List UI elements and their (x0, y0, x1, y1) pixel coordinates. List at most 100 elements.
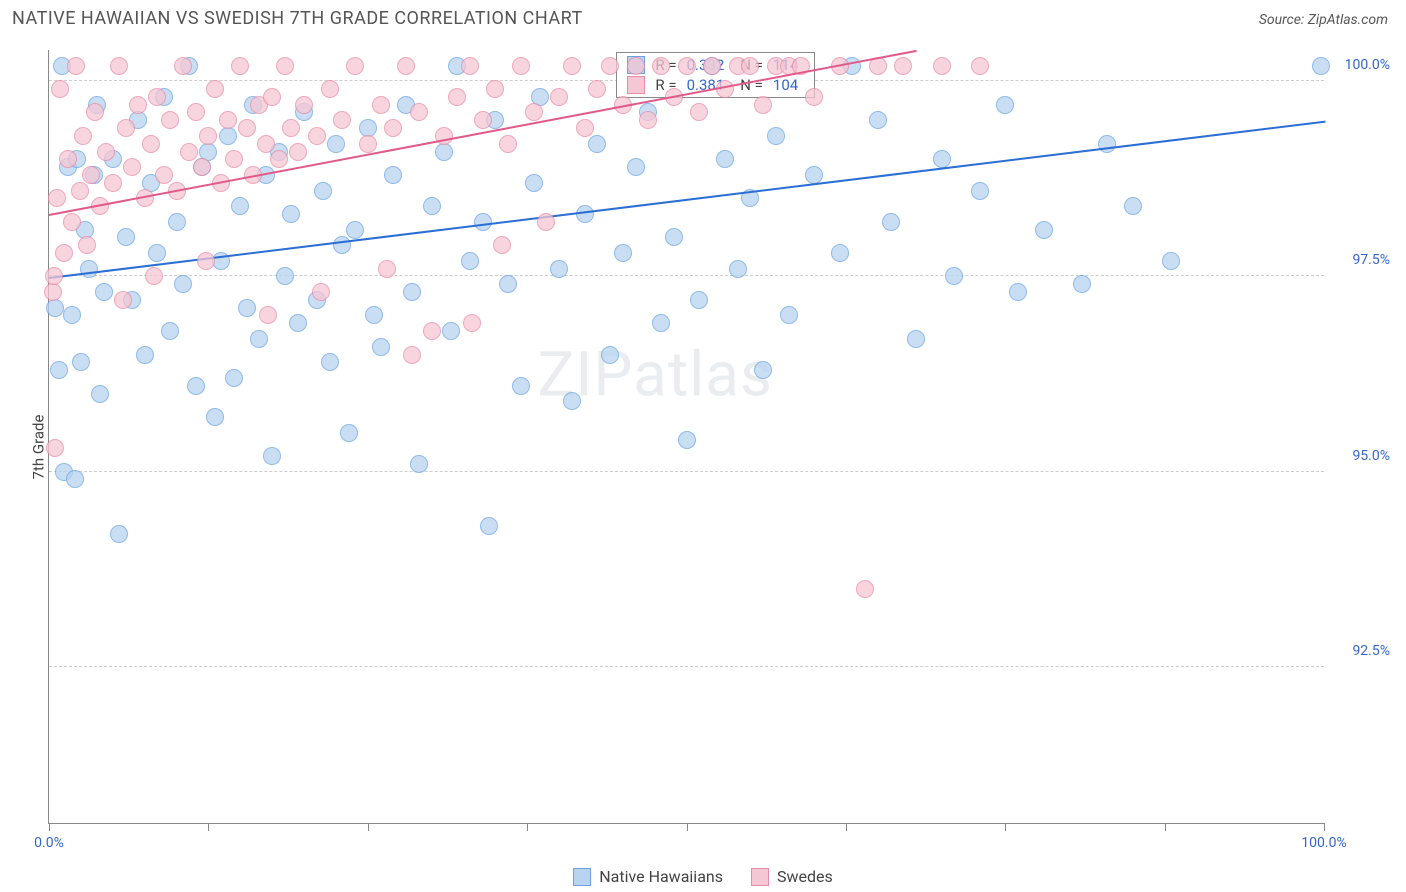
x-tick (49, 823, 50, 831)
data-point (1073, 275, 1091, 293)
data-point (71, 182, 89, 200)
data-point (652, 57, 670, 75)
data-point (384, 166, 402, 184)
data-point (907, 330, 925, 348)
data-point (63, 213, 81, 231)
legend-label: Swedes (777, 867, 833, 886)
data-point (67, 57, 85, 75)
data-point (174, 275, 192, 293)
data-point (51, 80, 69, 98)
x-tick (1324, 823, 1325, 831)
data-point (480, 517, 498, 535)
data-point (359, 135, 377, 153)
data-point (321, 80, 339, 98)
data-point (448, 88, 466, 106)
data-point (50, 361, 68, 379)
data-point (180, 143, 198, 161)
data-point (474, 111, 492, 129)
data-point (197, 252, 215, 270)
data-point (729, 260, 747, 278)
data-point (78, 236, 96, 254)
data-point (690, 291, 708, 309)
trend-line (49, 50, 917, 216)
data-point (117, 119, 135, 137)
data-point (72, 353, 90, 371)
data-point (403, 283, 421, 301)
data-point (95, 283, 113, 301)
data-point (461, 252, 479, 270)
data-point (86, 103, 104, 121)
data-point (48, 189, 66, 207)
data-point (754, 361, 772, 379)
data-point (601, 57, 619, 75)
data-point (231, 197, 249, 215)
data-point (525, 174, 543, 192)
y-tick-label: 97.5% (1352, 252, 1390, 268)
data-point (576, 119, 594, 137)
data-point (690, 103, 708, 121)
x-tick (1005, 823, 1006, 831)
data-point (136, 346, 154, 364)
data-point (703, 57, 721, 75)
data-point (123, 158, 141, 176)
data-point (155, 166, 173, 184)
data-point (894, 57, 912, 75)
data-point (678, 57, 696, 75)
data-point (856, 580, 874, 598)
data-point (270, 150, 288, 168)
data-point (754, 96, 772, 114)
data-point (1035, 221, 1053, 239)
data-point (499, 135, 517, 153)
data-point (314, 182, 332, 200)
data-point (627, 158, 645, 176)
x-tick (687, 823, 688, 831)
data-point (869, 111, 887, 129)
series-swatch (627, 76, 645, 94)
data-point (104, 174, 122, 192)
data-point (1162, 252, 1180, 270)
data-point (97, 143, 115, 161)
data-point (199, 127, 217, 145)
data-point (423, 322, 441, 340)
data-point (971, 57, 989, 75)
data-point (276, 267, 294, 285)
data-point (665, 228, 683, 246)
data-point (187, 103, 205, 121)
data-point (384, 119, 402, 137)
data-point (563, 57, 581, 75)
data-point (639, 111, 657, 129)
x-tick (527, 823, 528, 831)
data-point (525, 103, 543, 121)
data-point (225, 369, 243, 387)
data-point (831, 244, 849, 262)
data-point (340, 424, 358, 442)
data-point (308, 127, 326, 145)
source-label: Source: ZipAtlas.com (1259, 12, 1388, 28)
data-point (63, 306, 81, 324)
data-point (238, 119, 256, 137)
data-point (971, 182, 989, 200)
data-point (463, 314, 481, 332)
x-tick (846, 823, 847, 831)
y-tick-label: 100.0% (1345, 57, 1390, 73)
x-tick (1165, 823, 1166, 831)
data-point (161, 322, 179, 340)
data-point (767, 127, 785, 145)
data-point (933, 57, 951, 75)
data-point (512, 57, 530, 75)
x-tick-label: 100.0% (1301, 835, 1346, 851)
data-point (114, 291, 132, 309)
y-tick-label: 95.0% (1352, 448, 1390, 464)
data-point (231, 57, 249, 75)
x-tick (208, 823, 209, 831)
data-point (250, 330, 268, 348)
data-point (563, 392, 581, 410)
data-point (333, 236, 351, 254)
data-point (193, 158, 211, 176)
gridline (49, 471, 1324, 472)
data-point (372, 96, 390, 114)
data-point (148, 88, 166, 106)
data-point (805, 166, 823, 184)
data-point (263, 447, 281, 465)
legend-item: Swedes (751, 867, 833, 886)
